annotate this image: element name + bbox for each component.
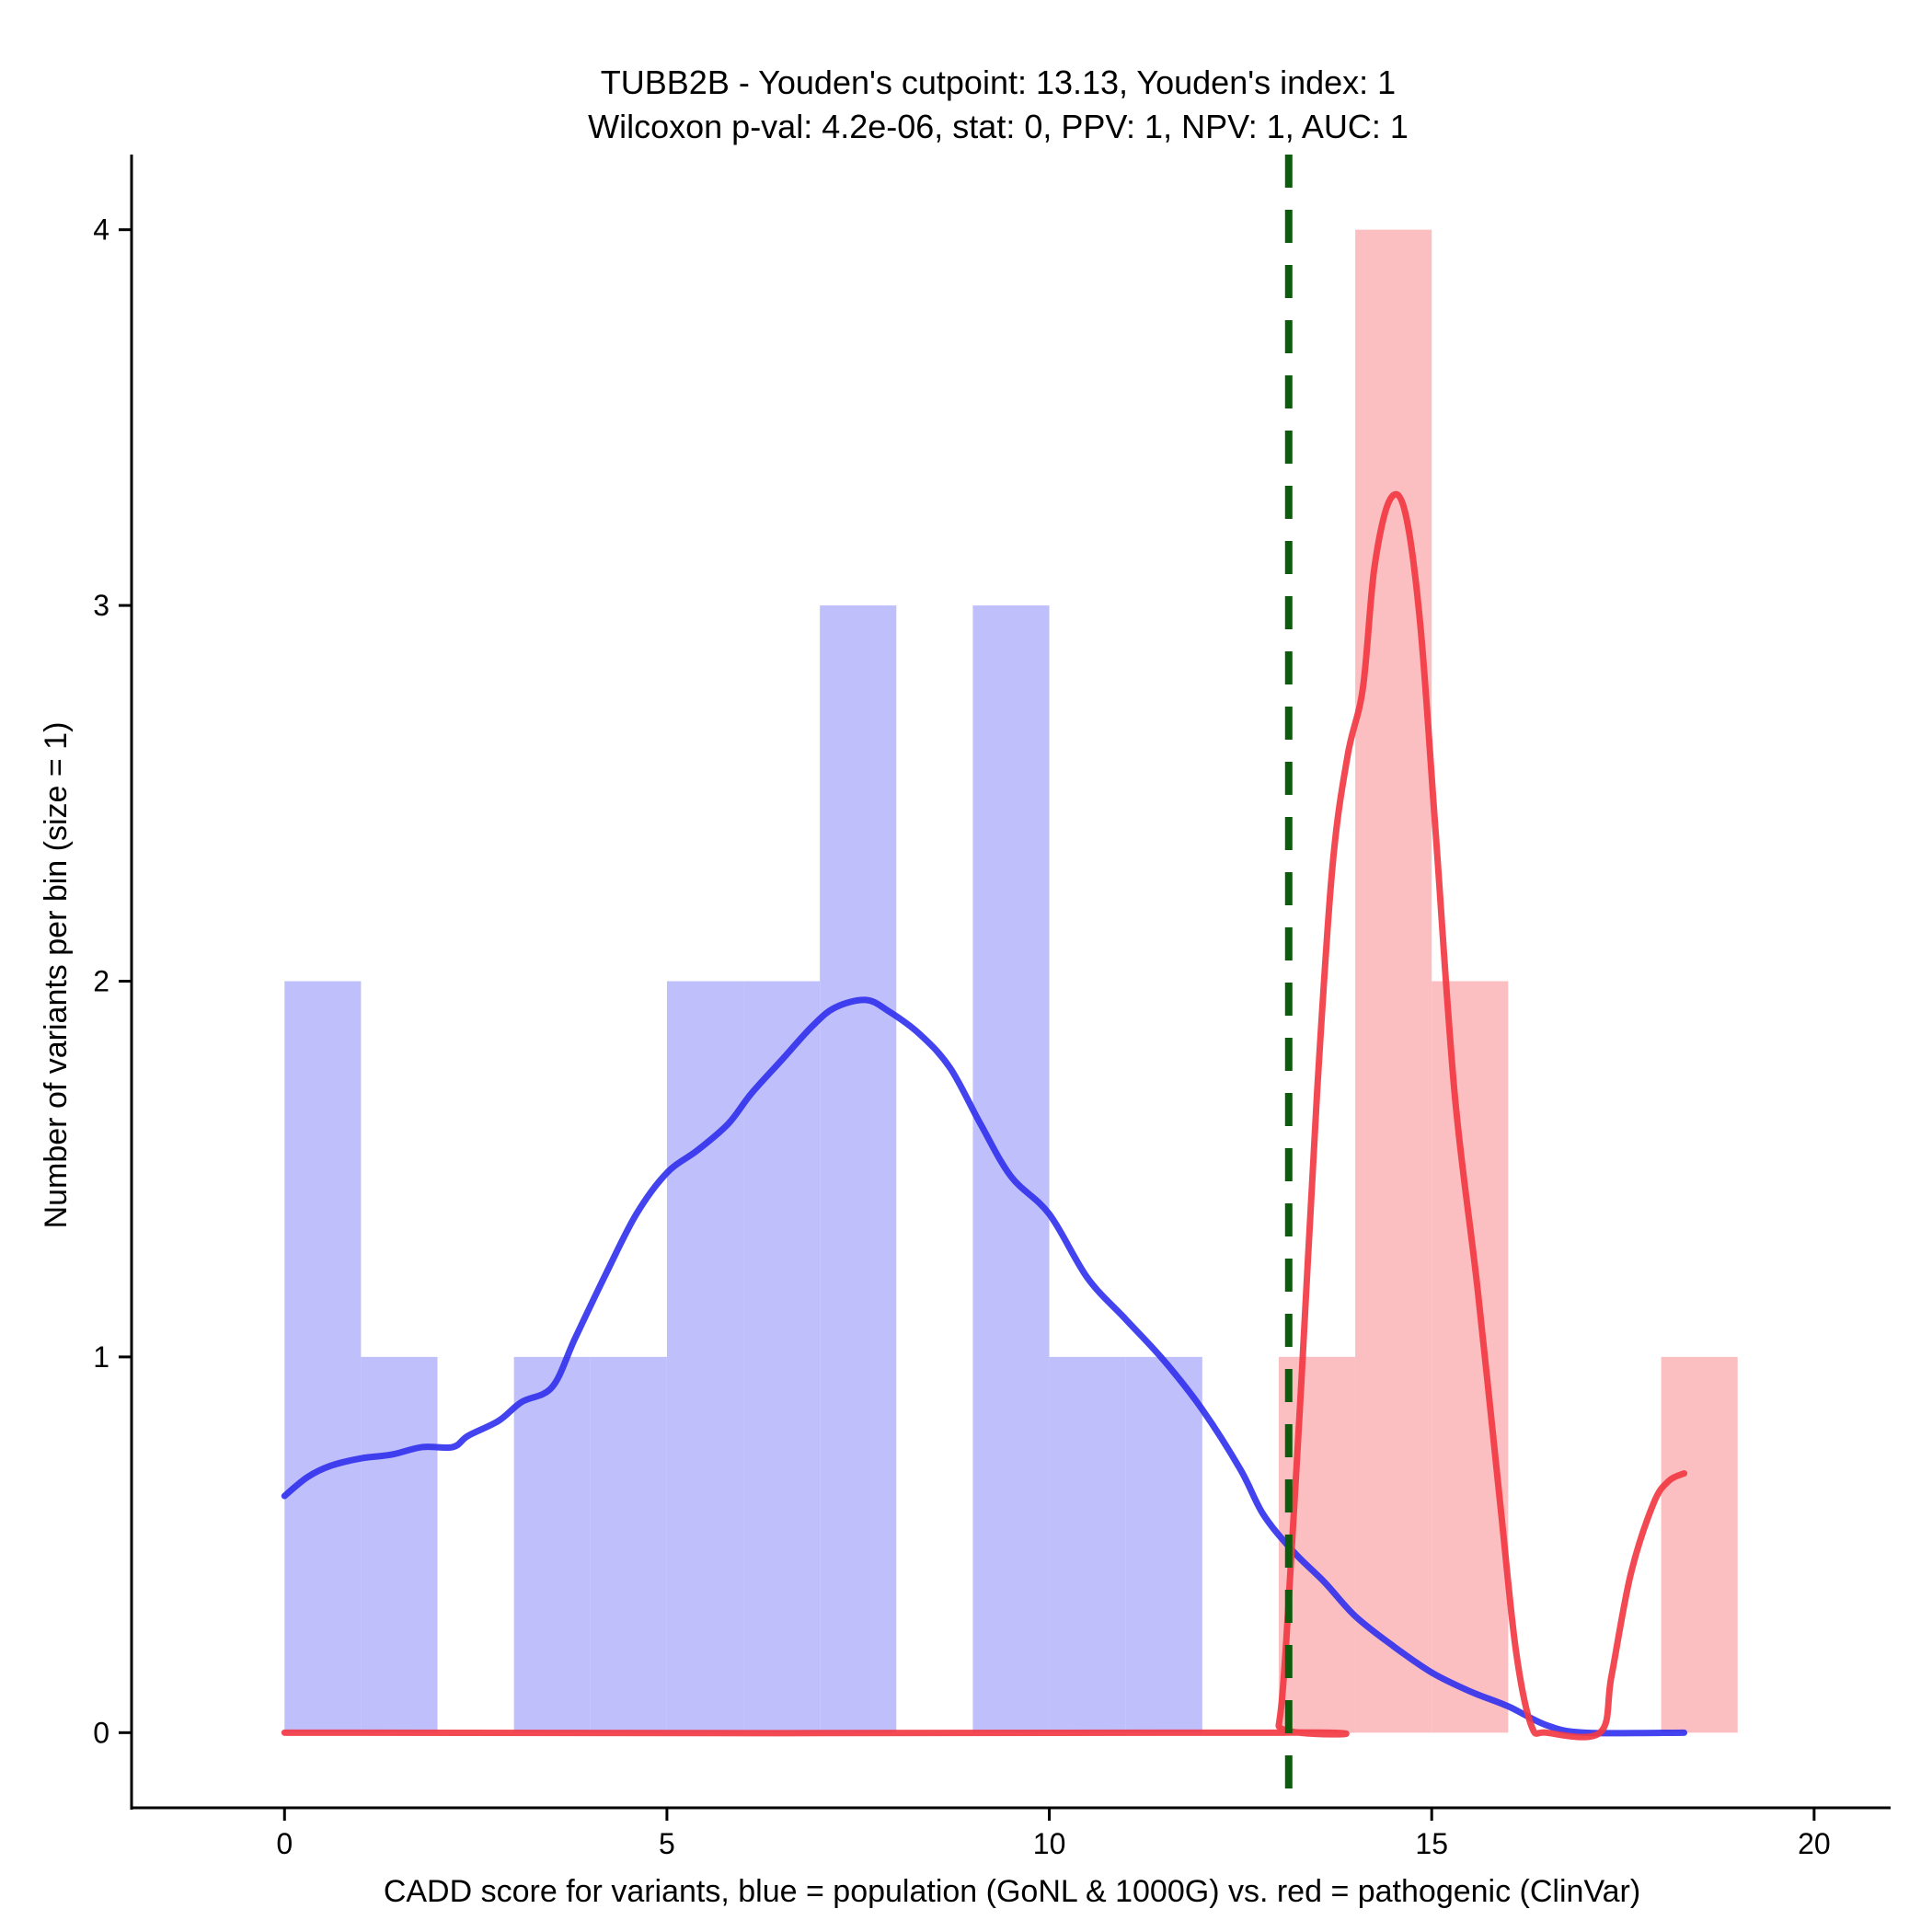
pathogenic-density-curve xyxy=(281,490,1688,1741)
population-bar xyxy=(743,981,821,1733)
pathogenic-bars xyxy=(1278,229,1738,1733)
density-curves xyxy=(281,490,1688,1741)
chart-title-line-2: Wilcoxon p-val: 4.2e-06, stat: 0, PPV: 1… xyxy=(588,108,1409,145)
chart-title-line-1: TUBB2B - Youden's cutpoint: 13.13, Youde… xyxy=(601,63,1396,101)
y-tick-label: 2 xyxy=(93,965,109,998)
population-bar xyxy=(1125,1356,1202,1733)
y-axis-ticks: 0 1 2 3 4 xyxy=(93,213,132,1749)
x-tick-label: 10 xyxy=(1033,1827,1066,1860)
y-tick-label: 1 xyxy=(93,1340,109,1374)
y-tick-label: 3 xyxy=(93,589,109,622)
pathogenic-bar xyxy=(1355,229,1432,1733)
x-tick-label: 0 xyxy=(276,1827,293,1860)
population-density-curve xyxy=(281,996,1688,1737)
x-tick-label: 20 xyxy=(1798,1827,1831,1860)
population-bar xyxy=(666,981,744,1733)
population-bar xyxy=(972,605,1050,1733)
y-axis-label: Number of variants per bin (size = 1) xyxy=(39,722,74,1229)
population-bar xyxy=(284,981,362,1733)
population-bars xyxy=(284,605,1356,1733)
x-axis-ticks: 0 5 10 15 20 xyxy=(276,1808,1831,1860)
y-tick-label: 0 xyxy=(93,1716,109,1749)
population-bar xyxy=(1049,1356,1126,1733)
pathogenic-bar xyxy=(1661,1356,1738,1733)
population-bar xyxy=(590,1356,667,1733)
population-bar xyxy=(513,1356,591,1733)
x-tick-label: 5 xyxy=(659,1827,675,1860)
x-axis-label: CADD score for variants, blue = populati… xyxy=(384,1874,1640,1909)
population-bar xyxy=(820,605,897,1733)
y-tick-label: 4 xyxy=(93,213,109,247)
population-bar xyxy=(361,1356,438,1733)
pathogenic-bar xyxy=(1432,981,1509,1733)
x-tick-label: 15 xyxy=(1415,1827,1448,1860)
